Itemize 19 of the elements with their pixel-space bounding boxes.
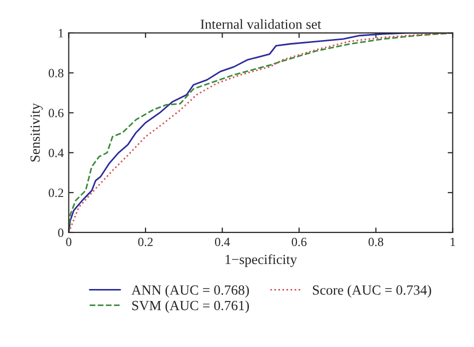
y-tick-label: 0.8 — [48, 68, 64, 78]
x-tick-label: 0.8 — [368, 238, 384, 246]
x-tick-label: 0.4 — [214, 238, 230, 246]
line-series — [68, 32, 453, 232]
x-tick-label: 0.6 — [292, 238, 307, 246]
x-tick-label: 1 — [450, 238, 456, 246]
chart-title: Internal validation set — [200, 19, 322, 29]
x-axis-title: 1−specificity — [226, 254, 297, 268]
y-axis-title: Sensitivity — [30, 103, 43, 162]
y-tick-label: 0.4 — [48, 148, 64, 158]
legend-label: ANN (AUC = 0.768) — [131, 284, 249, 298]
y-tick-label: 0.6 — [48, 108, 64, 118]
x-tick-label: 0.2 — [138, 238, 153, 246]
y-tick-label: 0 — [58, 228, 64, 237]
legend-label: Score (AUC = 0.734) — [312, 284, 432, 298]
y-tick-label: 1 — [58, 29, 64, 38]
y-tick-label: 0.2 — [48, 188, 64, 198]
legend-label: SVM (AUC = 0.761) — [132, 300, 249, 314]
x-tick-label: 0 — [66, 238, 72, 246]
